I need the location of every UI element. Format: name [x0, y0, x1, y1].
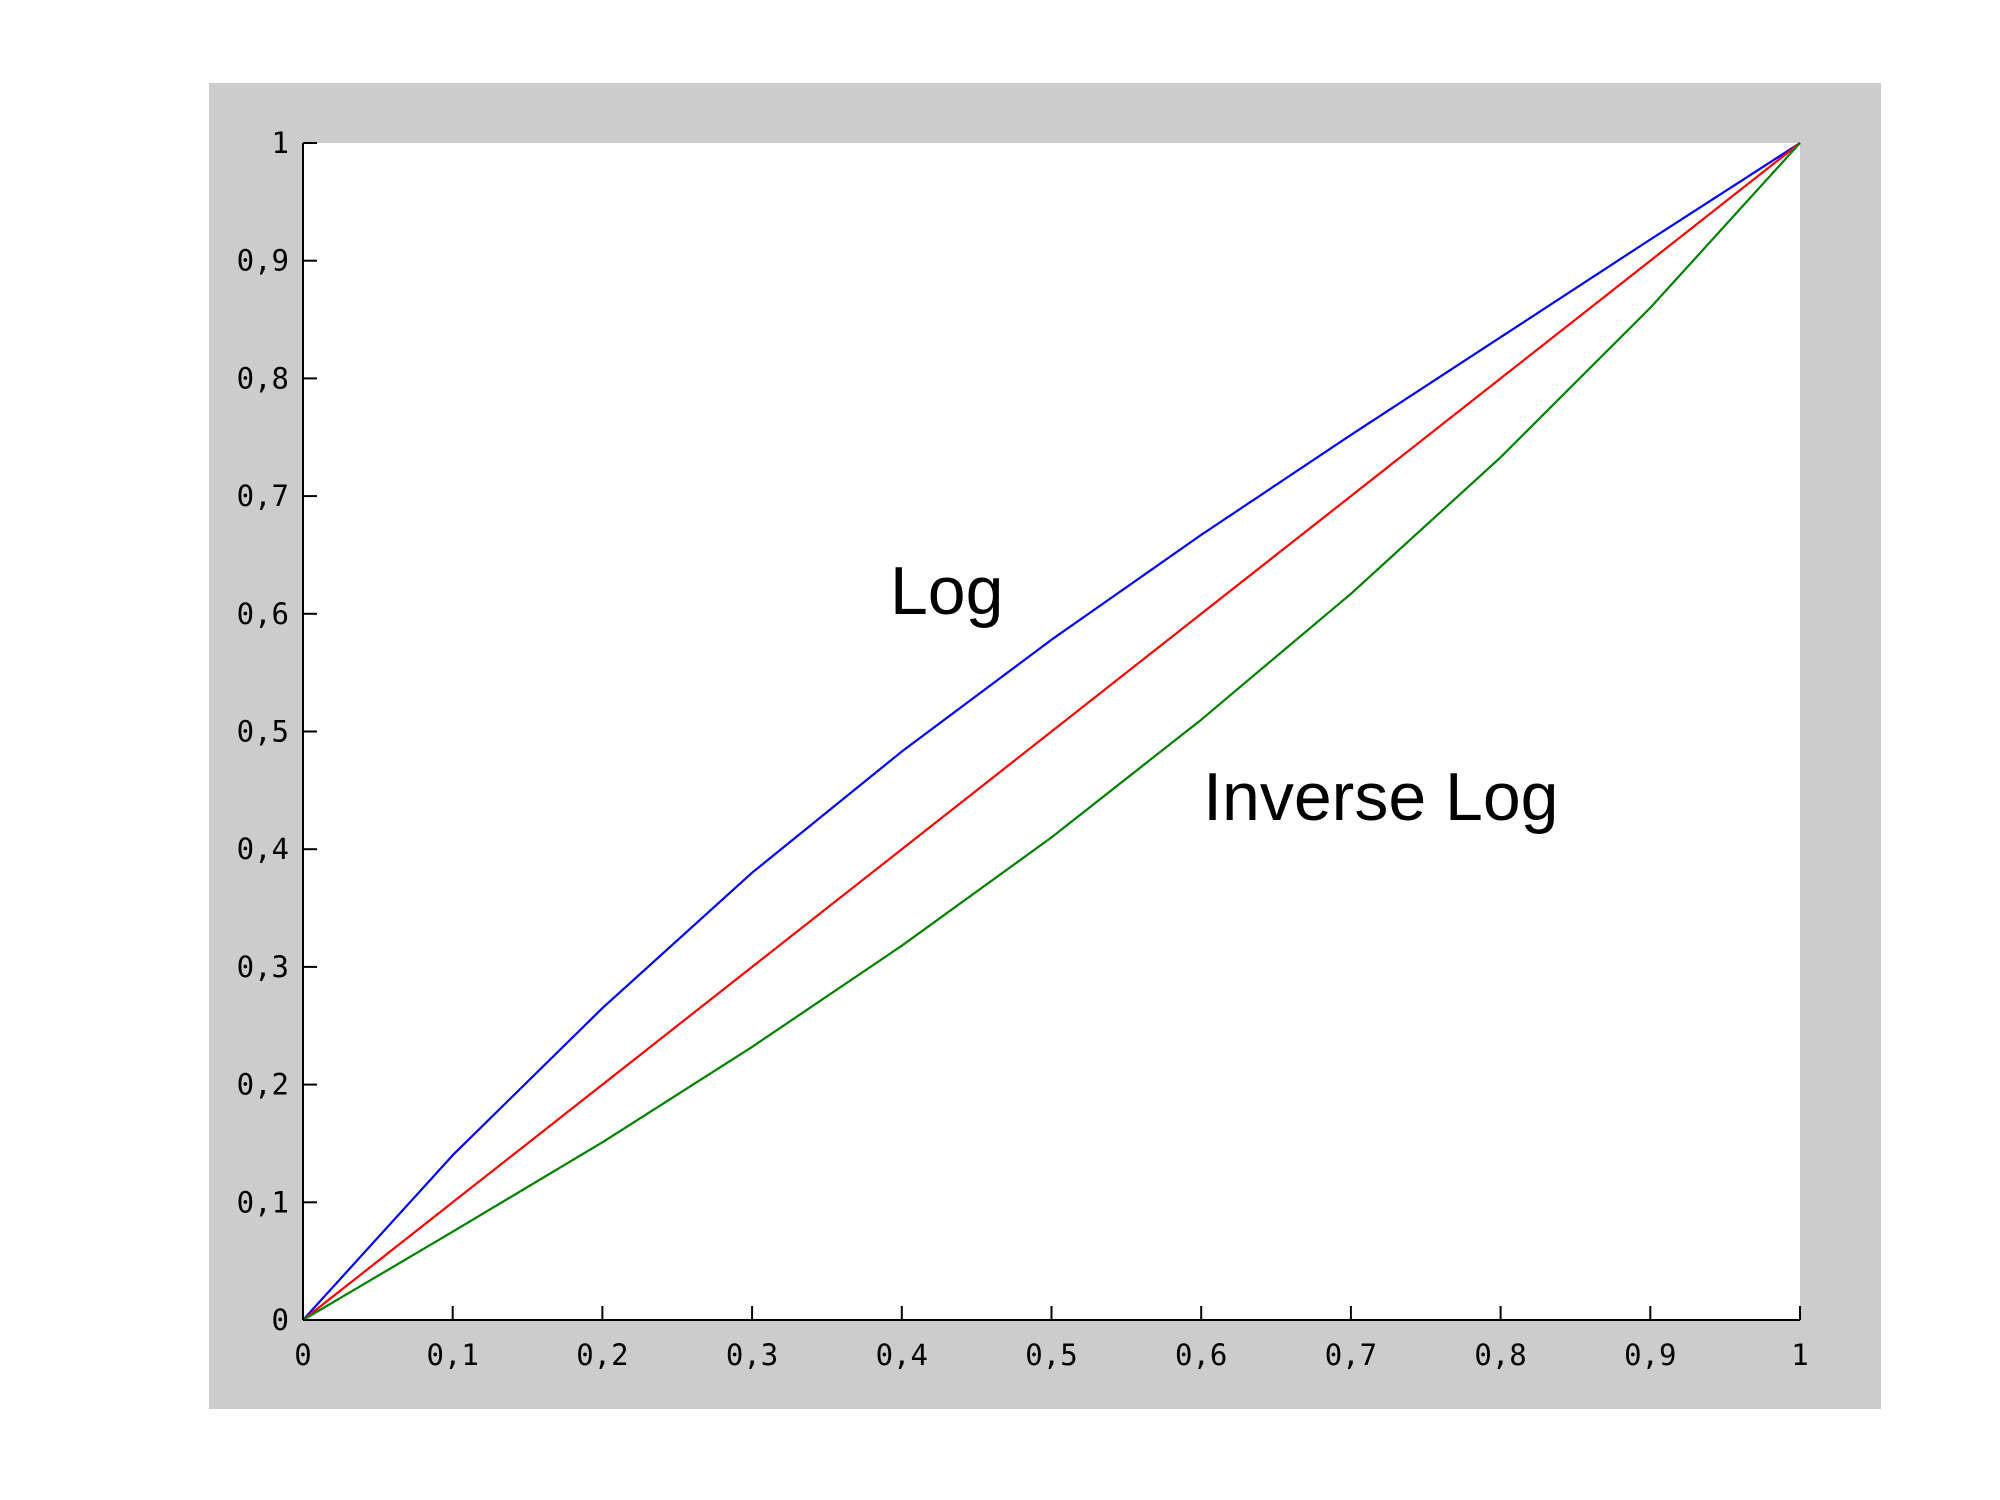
- series-group: [302, 142, 1801, 1321]
- annotation-label: Log: [890, 553, 1003, 629]
- y-tick-label: 0,2: [237, 1068, 289, 1102]
- x-tick-label: 0,2: [576, 1338, 628, 1372]
- series-line-1: [302, 142, 1801, 1321]
- x-tick-label: 0,9: [1624, 1338, 1676, 1372]
- x-tick-label: 0,3: [726, 1338, 778, 1372]
- y-tick-label: 0,7: [237, 479, 289, 513]
- x-tick-label: 0,6: [1175, 1338, 1227, 1372]
- x-tick-label: 0,4: [876, 1338, 928, 1372]
- x-tick-label: 0,1: [427, 1338, 479, 1372]
- y-tick-label: 0,3: [237, 950, 289, 984]
- x-tick-label: 0,5: [1025, 1338, 1077, 1372]
- x-tick-label: 0: [294, 1338, 311, 1372]
- annotation-label: Inverse Log: [1203, 759, 1558, 835]
- y-tick-label: 1: [272, 126, 289, 160]
- y-tick-label: 0,6: [237, 597, 289, 631]
- series-line-2: [302, 142, 1801, 1321]
- x-tick-label: 1: [1791, 1338, 1808, 1372]
- y-tick-label: 0,9: [237, 244, 289, 278]
- ticks: 0 0,1 0,2 0,3 0,4 0,5 0,6 0,7 0,8 0,9 1 0 0,1 0,2 0,3 0…: [237, 126, 1809, 1372]
- x-tick-label: 0,7: [1325, 1338, 1377, 1372]
- series-line-0: [302, 142, 1801, 1321]
- annotations: Log Inverse Log: [890, 553, 1559, 835]
- y-tick-label: 0,4: [237, 832, 289, 866]
- y-tick-label: 0,1: [237, 1185, 289, 1219]
- x-tick-label: 0,8: [1474, 1338, 1526, 1372]
- y-tick-label: 0: [272, 1303, 289, 1337]
- y-tick-label: 0,8: [237, 361, 289, 395]
- y-tick-label: 0,5: [237, 715, 289, 749]
